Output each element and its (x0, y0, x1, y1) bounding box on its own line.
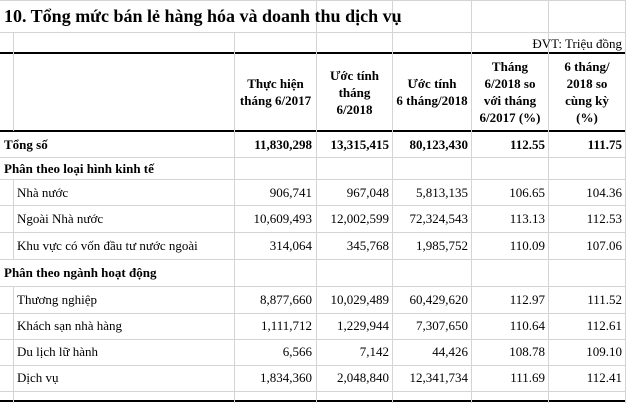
cell: 110.09 (509, 238, 545, 253)
gridline (13, 179, 14, 259)
column-header-1: Thực hiện tháng 6/2017 (239, 76, 312, 108)
cell: 314,064 (269, 238, 312, 253)
cell: 13,315,415 (330, 137, 390, 152)
table-bottom-border (0, 400, 626, 402)
gridline (0, 32, 626, 33)
section-heading: Phân theo ngành hoạt động (4, 265, 157, 280)
gridline (0, 313, 626, 314)
gridline (471, 0, 472, 403)
cell: 6,566 (282, 344, 312, 359)
gridline (0, 391, 626, 392)
cell: 967,048 (346, 185, 389, 200)
row-label: Nhà nước (17, 185, 69, 200)
column-header-4: Tháng 6/2018 so với tháng 6/2017 (%) (479, 59, 541, 125)
cell: 111.69 (510, 370, 545, 385)
cell: 107.06 (586, 238, 622, 253)
gridline (0, 205, 626, 206)
row-label: Ngoài Nhà nước (17, 211, 104, 226)
cell: 1,111,712 (260, 318, 312, 333)
gridline (0, 339, 626, 340)
cell: 113.13 (509, 211, 545, 226)
cell: 7,307,650 (416, 318, 468, 333)
gridline (0, 0, 626, 1)
cell: 80,123,430 (409, 137, 469, 152)
table-title: 10. Tổng mức bán lẻ hàng hóa và doanh th… (4, 6, 402, 26)
cell: 112.55 (509, 137, 545, 152)
cell: 1,985,752 (416, 238, 468, 253)
cell: 112.61 (586, 318, 622, 333)
cell: 110.64 (509, 318, 545, 333)
row-label: Khách sạn nhà hàng (17, 318, 123, 333)
cell: 345,768 (346, 238, 389, 253)
cell: 12,341,734 (409, 370, 469, 385)
cell: 1,834,360 (260, 370, 312, 385)
gridline (13, 32, 14, 131)
cell: 7,142 (359, 344, 389, 359)
cell: 60,429,620 (409, 292, 469, 307)
gridline (316, 0, 317, 403)
cell: 10,609,493 (253, 211, 313, 226)
gridline (234, 32, 235, 403)
cell: 111.75 (587, 137, 622, 152)
cell: 112.97 (509, 292, 545, 307)
column-header-3: Ước tính 6 tháng/2018 (396, 76, 468, 108)
column-header-5: 6 tháng/2018 so cùng kỳ (%) (564, 59, 610, 125)
row-label: Thương nghiệp (17, 292, 97, 307)
column-header-2: Ước tính tháng 6/2018 (330, 67, 379, 117)
gridline (0, 286, 626, 287)
gridline (0, 365, 626, 366)
cell: 108.78 (509, 344, 545, 359)
gridline (0, 179, 626, 180)
row-label: Du lịch lữ hành (17, 344, 99, 359)
cell: 112.53 (586, 211, 622, 226)
unit-label: ĐVT: Triệu đồng (532, 36, 622, 51)
gridline (392, 0, 393, 403)
cell: 111.52 (587, 292, 622, 307)
cell: 906,741 (269, 185, 312, 200)
header-top-border (0, 52, 626, 54)
gridline (13, 286, 14, 403)
gridline (548, 0, 549, 403)
cell: 112.41 (586, 370, 622, 385)
cell: 2,048,840 (337, 370, 389, 385)
section-heading: Phân theo loại hình kinh tế (4, 161, 154, 176)
row-label: Dịch vụ (17, 370, 59, 385)
row-label: Tổng số (4, 137, 48, 152)
cell: 10,029,489 (330, 292, 390, 307)
row-label: Khu vực có vốn đầu tư nước ngoài (17, 238, 198, 253)
cell: 104.36 (586, 185, 622, 200)
gridline (0, 259, 626, 260)
cell: 72,324,543 (409, 211, 469, 226)
header-bottom-border (0, 130, 626, 132)
cell: 109.10 (586, 344, 622, 359)
gridline (0, 157, 626, 158)
cell: 5,813,135 (416, 185, 468, 200)
cell: 8,877,660 (260, 292, 312, 307)
cell: 106.65 (509, 185, 545, 200)
cell: 12,002,599 (330, 211, 390, 226)
cell: 1,229,944 (337, 318, 389, 333)
cell: 11,830,298 (254, 137, 312, 152)
cell: 44,426 (432, 344, 468, 359)
gridline (0, 232, 626, 233)
